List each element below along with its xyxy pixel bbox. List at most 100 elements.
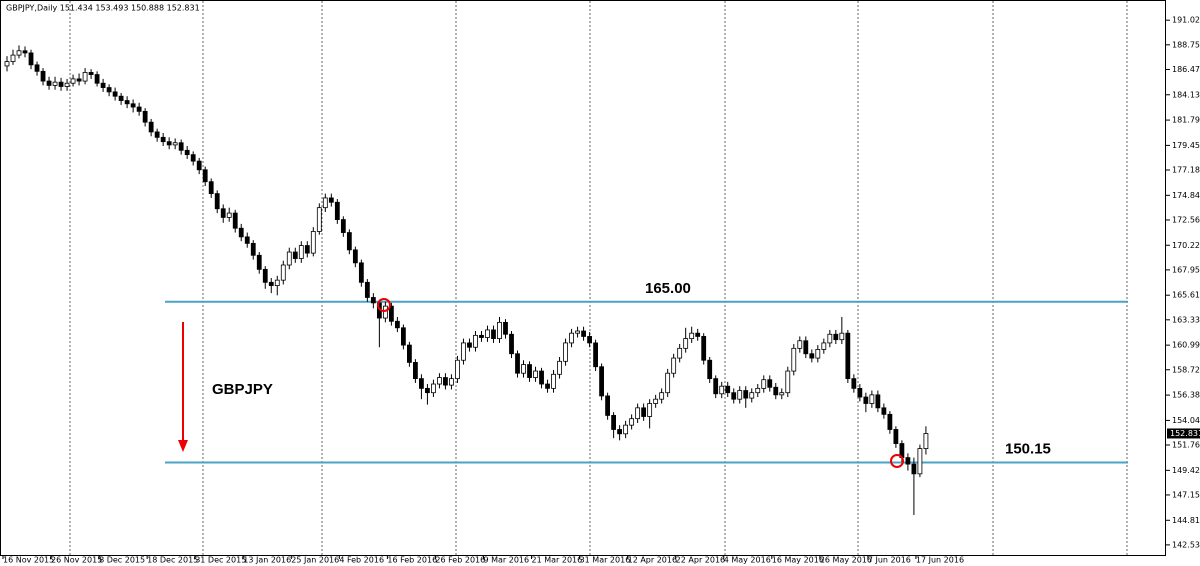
candle-body [274, 279, 280, 286]
candle-body [154, 131, 160, 138]
candle-body [34, 64, 40, 72]
candle-body [803, 340, 809, 355]
candle-body [869, 394, 875, 404]
candle-body [587, 336, 592, 344]
x-tick-label: 21 Mar 2016 [532, 556, 583, 565]
candle-body [280, 264, 286, 281]
candle-body [298, 245, 304, 259]
candle-body [551, 373, 556, 389]
candle-body [226, 212, 232, 218]
candle-body [250, 242, 256, 256]
x-tick-label: 16 Feb 2016 [387, 556, 437, 565]
candle-body [581, 330, 586, 337]
candle-body [593, 342, 598, 368]
x-tick-label: 16 May 2016 [772, 556, 824, 565]
candle-body [322, 197, 328, 209]
candle-body [166, 141, 172, 146]
candle-body [695, 332, 701, 337]
candle-body [833, 333, 839, 341]
candle-body [238, 227, 244, 238]
candle-body [785, 370, 791, 394]
level-label: 165.00 [645, 280, 691, 297]
x-tick-label: 26 May 2016 [820, 556, 872, 565]
price-badge-label: 152.831 [1170, 429, 1200, 438]
x-tick-label: 16 Nov 2015 [3, 556, 54, 565]
y-tick-label: 170.225 [1172, 241, 1200, 250]
candle-body [821, 342, 827, 350]
candle-body [779, 392, 785, 396]
candle-body [737, 390, 743, 400]
candle-body [106, 87, 112, 93]
y-tick-label: 191.025 [1172, 16, 1200, 25]
x-tick-label: 31 Mar 2016 [580, 556, 631, 565]
candle-body [4, 61, 10, 67]
candle-body [172, 142, 178, 146]
candle-body [677, 347, 683, 359]
candle-body [665, 372, 671, 394]
x-tick-label: 13 Jan 2016 [243, 556, 291, 565]
candle-body [845, 332, 851, 380]
candle-body [875, 394, 881, 409]
y-tick-label: 142.535 [1172, 540, 1200, 549]
plot-frame [0, 0, 1166, 556]
x-tick-label: 31 Dec 2015 [195, 556, 246, 565]
candle-body [190, 154, 196, 162]
candle-body [917, 448, 923, 475]
candle-body [413, 361, 418, 380]
candle-body [70, 78, 76, 84]
candle-body [743, 390, 749, 399]
candle-body [509, 333, 514, 355]
candle-body [473, 334, 478, 348]
candle-body [449, 378, 454, 386]
y-tick-label: 158.720 [1172, 365, 1200, 374]
candle-body [268, 281, 274, 286]
candle-body [346, 232, 352, 251]
candle-body [545, 383, 550, 389]
candle-body [340, 219, 346, 233]
candle-body [725, 385, 731, 394]
candle-body [707, 359, 713, 380]
y-tick-label: 154.040 [1172, 416, 1200, 425]
candle-body [130, 103, 136, 108]
y-tick-label: 188.750 [1172, 40, 1200, 49]
candle-body [286, 251, 292, 266]
y-tick-label: 163.335 [1172, 315, 1200, 324]
y-tick-label: 179.455 [1172, 141, 1200, 150]
y-tick-label: 184.135 [1172, 90, 1200, 99]
candle-body [431, 383, 436, 394]
candle-body [64, 82, 70, 87]
candle-body [659, 392, 665, 400]
candle-body [220, 208, 226, 218]
candle-body [292, 251, 298, 259]
candle-body [497, 321, 502, 339]
y-tick-label: 174.840 [1172, 191, 1200, 200]
candle-body [244, 236, 250, 244]
y-tick-label: 186.475 [1172, 65, 1200, 74]
candle-body [82, 72, 88, 82]
y-tick-label: 149.425 [1172, 466, 1200, 475]
candle-body [575, 330, 580, 334]
candle-body [689, 332, 695, 339]
x-tick-label: 8 Dec 2015 [99, 556, 145, 565]
candle-body [791, 347, 797, 372]
candle-body [148, 121, 154, 133]
candle-body [623, 424, 629, 435]
x-tick-label: 25 Jan 2016 [291, 556, 339, 565]
y-tick-label: 181.795 [1172, 116, 1200, 125]
candle-body [767, 379, 773, 388]
candle-body [827, 333, 833, 344]
candle-body [527, 364, 532, 378]
candle-body [719, 385, 725, 395]
candle-body [28, 52, 34, 66]
candle-body [16, 50, 22, 56]
y-tick-label: 172.565 [1172, 215, 1200, 224]
x-tick-label: 26 Feb 2016 [435, 556, 485, 565]
candle-body [118, 95, 124, 101]
candle-body [425, 387, 430, 394]
candle-body [208, 181, 214, 195]
candle-body [761, 379, 767, 389]
candle-body [569, 332, 574, 344]
candle-body [749, 392, 755, 399]
